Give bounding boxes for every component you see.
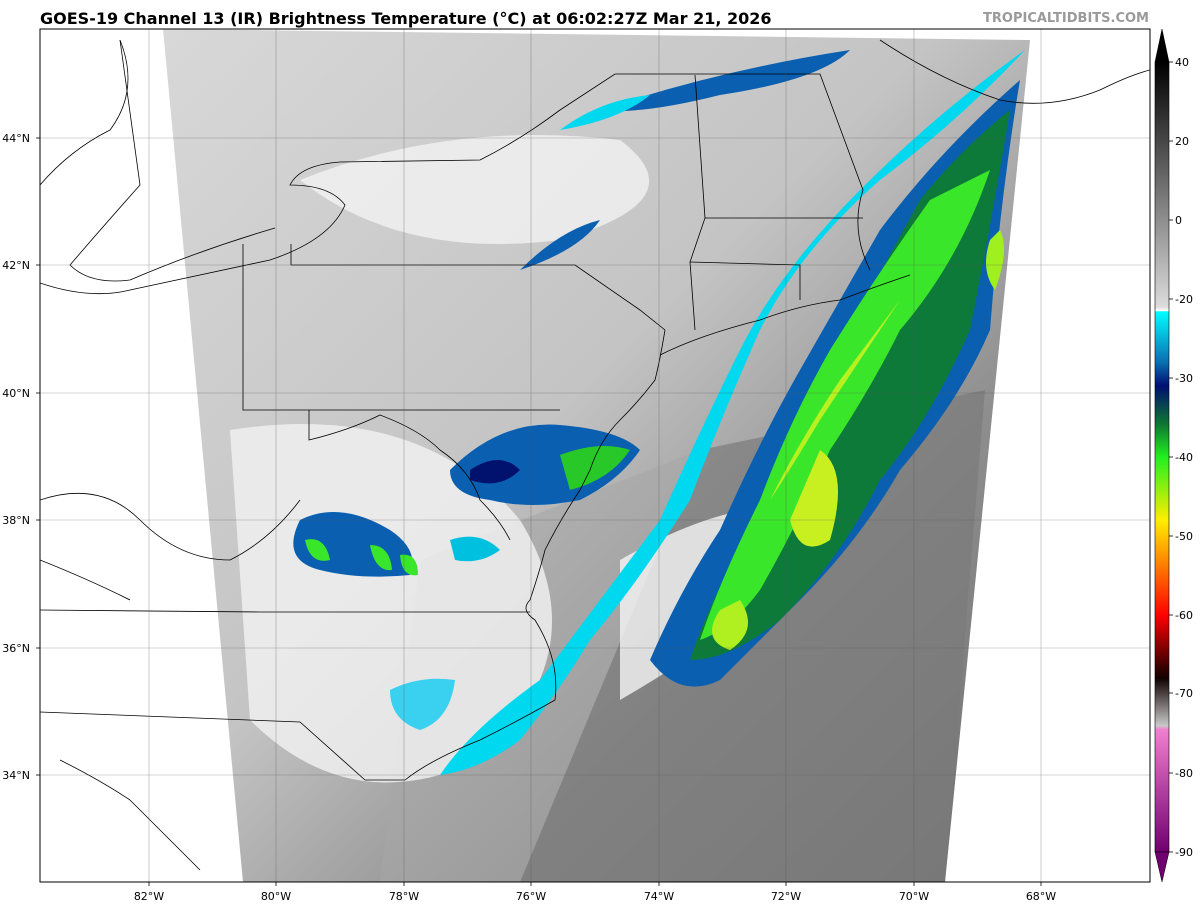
lat-label: 44°N xyxy=(2,132,30,145)
lat-label: 40°N xyxy=(2,387,30,400)
lat-label: 38°N xyxy=(2,514,30,527)
map-title: GOES-19 Channel 13 (IR) Brightness Tempe… xyxy=(40,9,772,28)
lon-labels: 82°W 80°W 78°W 76°W 74°W 72°W 70°W 68°W xyxy=(134,890,1056,903)
lon-label: 70°W xyxy=(899,890,929,903)
lon-label: 80°W xyxy=(261,890,291,903)
colorbar-tick: 0 xyxy=(1175,214,1182,227)
lat-label: 36°N xyxy=(2,642,30,655)
colorbar-tick: 20 xyxy=(1175,135,1189,148)
graticule xyxy=(40,29,1150,882)
lon-label: 78°W xyxy=(389,890,419,903)
colorbar-tick: -30 xyxy=(1175,372,1193,385)
colorbar-tick: -70 xyxy=(1175,687,1193,700)
lat-label: 34°N xyxy=(2,769,30,782)
colorbar-tick: -60 xyxy=(1175,609,1193,622)
colorbar-tick: -40 xyxy=(1175,451,1193,464)
colorbar-tick: 40 xyxy=(1175,56,1189,69)
cloud-band xyxy=(440,50,1025,775)
colorbar-tick: -50 xyxy=(1175,530,1193,543)
lon-label: 82°W xyxy=(134,890,164,903)
colorbar: 40 20 0 -20 -30 -40 -50 -60 -70 -80 -90 xyxy=(1154,28,1193,883)
lon-label: 74°W xyxy=(644,890,674,903)
lon-label: 76°W xyxy=(516,890,546,903)
colorbar-tick: -80 xyxy=(1175,767,1193,780)
lon-label: 68°W xyxy=(1026,890,1056,903)
lat-label: 42°N xyxy=(2,259,30,272)
colorbar-tick: -90 xyxy=(1175,846,1193,859)
lat-labels: 44°N 42°N 40°N 38°N 36°N 34°N xyxy=(2,132,30,782)
colorbar-tick: -20 xyxy=(1175,293,1193,306)
watermark: TROPICALTIDBITS.COM xyxy=(983,11,1149,26)
lon-label: 72°W xyxy=(771,890,801,903)
